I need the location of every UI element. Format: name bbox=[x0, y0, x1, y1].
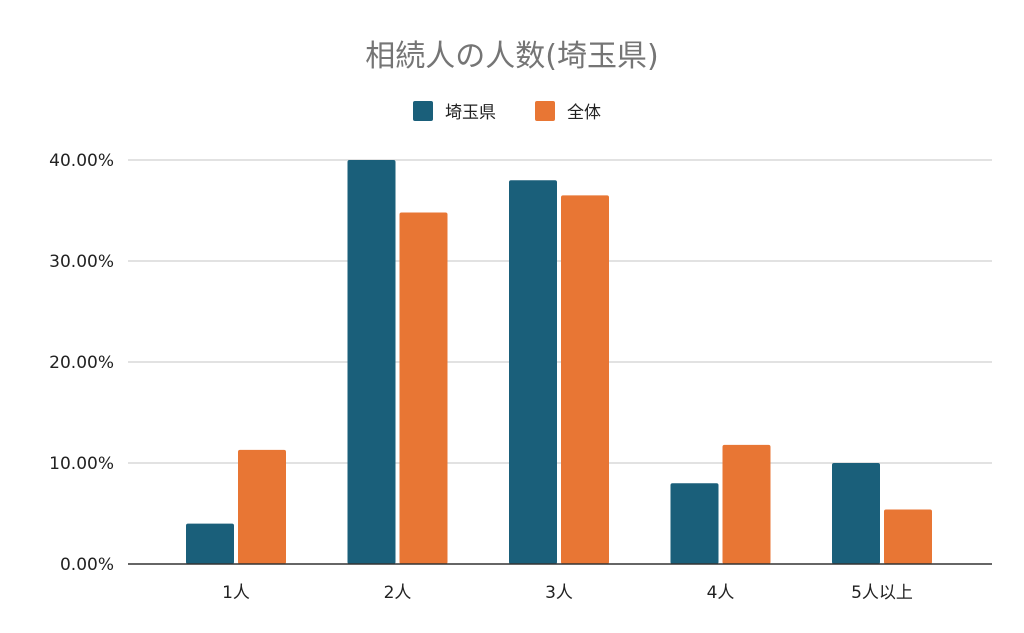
y-axis-ticks: 0.00% 10.00% 20.00% 30.00% 40.00% bbox=[49, 151, 114, 575]
chart-title: 相続人の人数(埼玉県) bbox=[365, 39, 658, 74]
bar-saitama-4 bbox=[670, 483, 719, 564]
x-axis-ticks: 1人 2人 3人 4人 5人以上 bbox=[222, 583, 913, 603]
y-tick-label: 10.00% bbox=[49, 454, 114, 474]
x-tick-label: 4人 bbox=[707, 583, 735, 603]
x-tick-label: 3人 bbox=[545, 583, 573, 603]
bar-saitama-3 bbox=[509, 180, 557, 564]
bar-saitama-1 bbox=[186, 523, 234, 564]
legend: 埼玉県 全体 bbox=[413, 101, 601, 123]
x-tick-label: 1人 bbox=[222, 583, 250, 603]
legend-label-saitama: 埼玉県 bbox=[445, 103, 496, 123]
bar-overall-3 bbox=[561, 195, 609, 564]
bar-overall-4 bbox=[722, 444, 771, 564]
bar-saitama-5 bbox=[832, 463, 880, 564]
legend-swatch-saitama bbox=[413, 101, 433, 121]
bar-saitama-2 bbox=[347, 160, 396, 564]
y-tick-label: 20.00% bbox=[49, 353, 114, 373]
y-tick-label: 30.00% bbox=[49, 252, 114, 272]
bar-overall-2 bbox=[399, 212, 448, 564]
bars bbox=[186, 160, 932, 564]
legend-label-overall: 全体 bbox=[567, 103, 601, 123]
y-tick-label: 0.00% bbox=[60, 555, 114, 575]
bar-overall-5 bbox=[884, 509, 932, 564]
x-tick-label: 5人以上 bbox=[851, 583, 913, 603]
y-tick-label: 40.00% bbox=[49, 151, 114, 171]
bar-overall-1 bbox=[238, 449, 286, 564]
legend-swatch-overall bbox=[535, 101, 555, 121]
x-tick-label: 2人 bbox=[384, 583, 412, 603]
gridlines bbox=[128, 159, 992, 464]
